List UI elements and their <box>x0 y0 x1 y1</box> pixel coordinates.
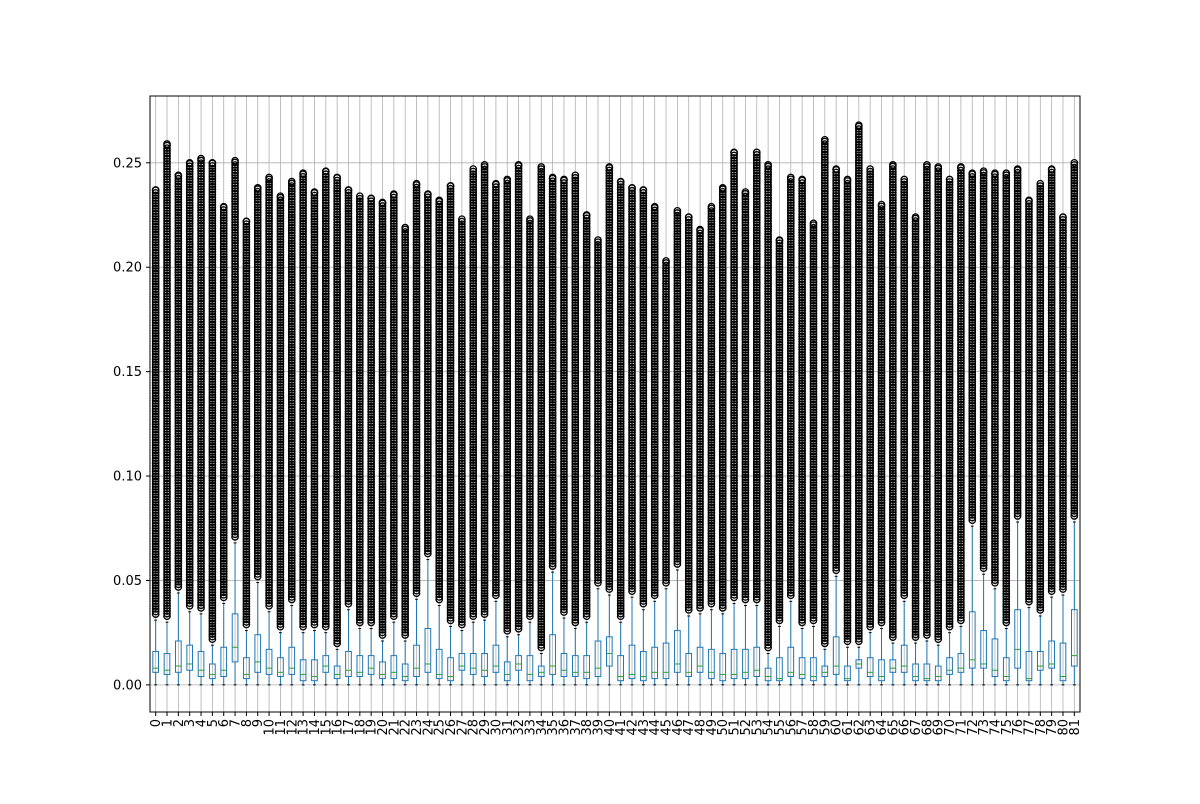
box-group-11 <box>277 193 283 685</box>
flier-column <box>289 178 295 602</box>
flier-column <box>311 189 317 628</box>
flier-column <box>277 193 283 630</box>
flier-column <box>152 187 158 618</box>
box-group-13 <box>300 170 306 685</box>
flier-column <box>357 193 363 626</box>
flier-column <box>425 191 431 557</box>
box-group-3 <box>186 160 192 685</box>
flier-column <box>402 224 408 638</box>
box-group-27 <box>459 216 465 685</box>
flier-column <box>232 158 238 541</box>
box-group-22 <box>402 224 408 685</box>
box-group-21 <box>391 191 397 685</box>
flier-column <box>323 168 329 630</box>
flier-column <box>379 199 385 638</box>
flier-column <box>164 141 170 620</box>
flier-column <box>334 174 340 646</box>
flier-column <box>186 160 192 609</box>
box-group-15 <box>323 168 329 685</box>
box-group-19 <box>368 195 374 685</box>
box-group-20 <box>379 199 385 685</box>
flier-column <box>470 166 476 620</box>
flier-column <box>221 203 227 600</box>
flier-column <box>368 195 374 626</box>
box-group-28 <box>470 166 476 685</box>
box-group-8 <box>243 218 249 685</box>
flier-column <box>198 155 204 611</box>
box-group-5 <box>209 160 215 685</box>
flier-column <box>413 181 419 597</box>
flier-column <box>255 185 261 580</box>
box-group-14 <box>311 189 317 685</box>
flier-column <box>175 172 181 590</box>
flier-column <box>209 160 215 643</box>
flier-column <box>266 174 272 609</box>
flier-column <box>300 170 306 630</box>
box-group-0 <box>152 187 158 685</box>
box-group-1 <box>164 141 170 685</box>
box-group-4 <box>198 155 204 684</box>
flier-column <box>447 183 453 624</box>
box-group-26 <box>447 183 453 685</box>
flier-column <box>345 187 351 607</box>
flier-column <box>436 197 442 602</box>
flier-column <box>459 216 465 628</box>
flier-column <box>243 218 249 628</box>
box-group-18 <box>357 193 363 685</box>
